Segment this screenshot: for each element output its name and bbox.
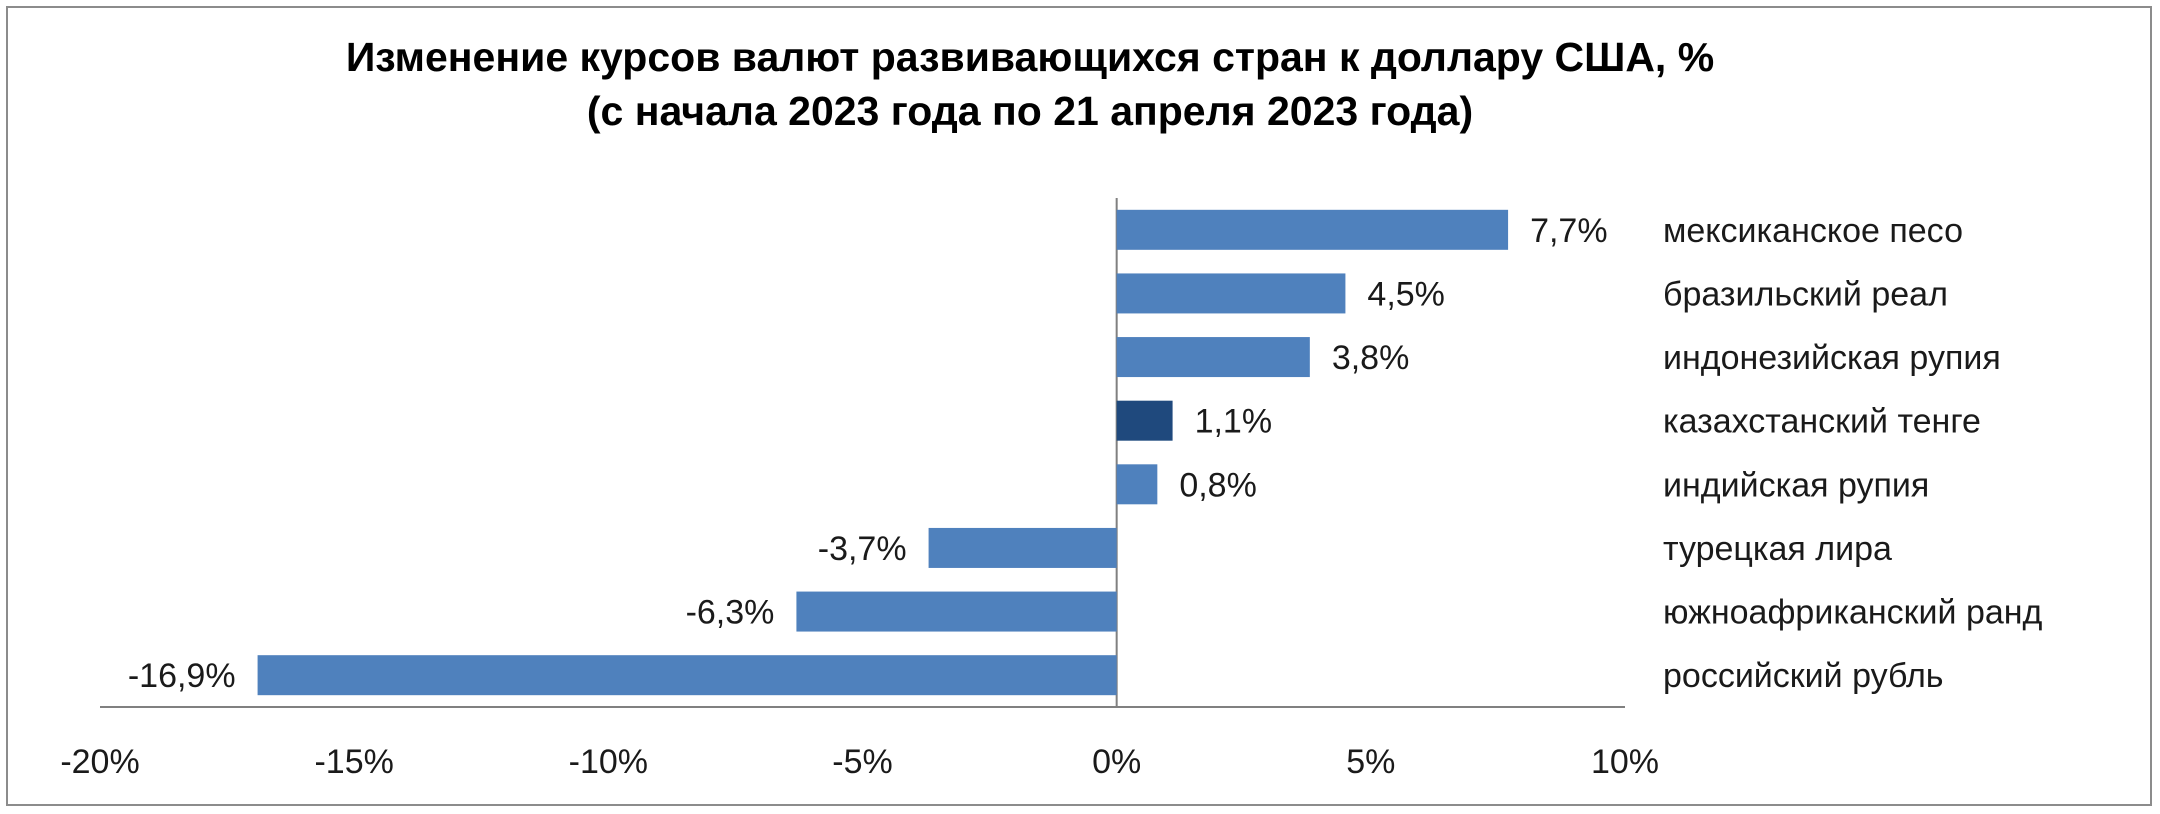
bar [796,591,1117,632]
category-label: южноафриканский ранд [1663,594,2043,632]
bar [928,527,1117,568]
bar [1116,209,1509,250]
value-label: 4,5% [1367,275,1445,313]
x-tick-label: 5% [1346,743,1395,781]
value-label: -16,9% [128,657,236,695]
category-label: индонезийская рупия [1663,339,2001,377]
category-label: казахстанский тенге [1663,403,1981,441]
value-label: 1,1% [1195,403,1273,441]
value-label: -6,3% [686,594,775,632]
bar [1116,464,1158,505]
category-label: мексиканское песо [1663,212,1963,250]
category-label: российский рубль [1663,657,1944,695]
bar [1116,273,1346,314]
value-label: 0,8% [1179,466,1257,504]
x-tick-label: -10% [569,743,648,781]
x-tick-label: -5% [832,743,892,781]
chart-subtitle: (с начала 2023 года по 21 апреля 2023 го… [586,88,1474,134]
category-label: турецкая лира [1663,530,1892,568]
value-label: 3,8% [1332,339,1410,377]
bar [257,655,1117,696]
bar [1116,337,1310,378]
chart-title: Изменение курсов валют развивающихся стр… [345,34,1715,80]
category-label: индийская рупия [1663,466,1929,504]
x-tick-label: 0% [1092,743,1141,781]
chart-title-block: Изменение курсов валют развивающихся стр… [0,30,2060,138]
value-label: -3,7% [818,530,907,568]
x-tick-label: 10% [1591,743,1659,781]
value-label: 7,7% [1530,212,1608,250]
category-label: бразильский реал [1663,275,1948,313]
x-tick-label: -15% [314,743,393,781]
x-tick-label: -20% [60,743,139,781]
bar [1116,400,1173,441]
